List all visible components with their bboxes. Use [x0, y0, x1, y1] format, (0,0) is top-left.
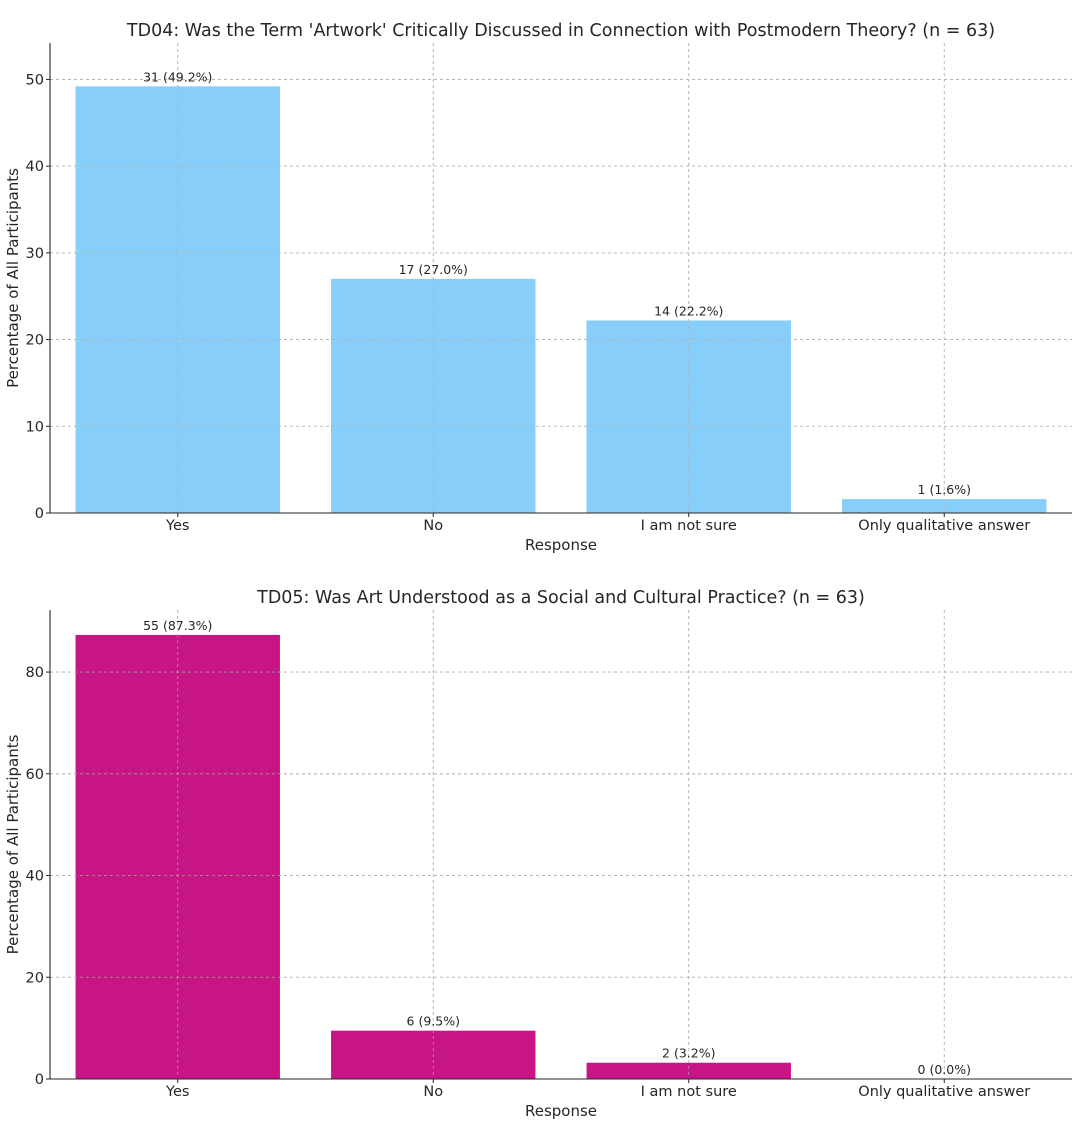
y-axis-label: Percentage of All Participants: [4, 734, 22, 954]
data-label: 14 (22.2%): [654, 303, 723, 318]
y-tick-label: 10: [26, 419, 44, 435]
data-label: 31 (49.2%): [143, 69, 212, 84]
x-tick-label: No: [423, 1084, 443, 1100]
x-tick-label: Yes: [165, 518, 189, 534]
y-tick-label: 30: [26, 246, 44, 262]
x-tick-label: I am not sure: [641, 518, 737, 534]
x-tick-label: Yes: [165, 1084, 189, 1100]
bar-i-am-not-sure: [586, 1062, 791, 1079]
chart-td05: 0 20 40 60 80 55 (87.3%) 6 (9.5%) 2 (3.2%) 0 (0.…: [4, 588, 1072, 1120]
data-label: 17 (27.0%): [399, 262, 468, 277]
chart-td04: 0 10 20 30 40 50 31 (49.2%) 17 (27.0%) 14 (22.2%…: [4, 21, 1072, 554]
y-tick-label: 40: [26, 869, 44, 885]
x-tick-label: Only qualitative answer: [858, 518, 1030, 534]
y-tick-label: 20: [26, 970, 44, 986]
data-label: 0 (0.0%): [918, 1062, 971, 1077]
y-tick-label: 60: [26, 767, 44, 783]
y-axis-label: Percentage of All Participants: [4, 168, 22, 388]
data-label: 55 (87.3%): [143, 618, 212, 633]
x-tick-label: I am not sure: [641, 1084, 737, 1100]
bar-yes: [75, 86, 280, 513]
chart-title: TD04: Was the Term 'Artwork' Critically …: [126, 21, 995, 41]
bar-no: [331, 278, 536, 513]
x-axis-label: Response: [525, 536, 597, 554]
chart-title: TD05: Was Art Understood as a Social and…: [256, 588, 865, 608]
y-tick-label: 80: [26, 665, 44, 681]
y-tick-label: 50: [26, 72, 44, 88]
y-tick-label: 0: [35, 1072, 44, 1088]
data-label: 6 (9.5%): [407, 1014, 460, 1029]
y-tick-label: 0: [35, 506, 44, 522]
x-tick-label: Only qualitative answer: [858, 1084, 1030, 1100]
x-axis-label: Response: [525, 1102, 597, 1120]
data-label: 1 (1.6%): [918, 482, 971, 497]
y-tick-label: 20: [26, 333, 44, 349]
data-label: 2 (3.2%): [662, 1046, 715, 1061]
x-tick-label: No: [423, 518, 443, 534]
y-tick-label: 40: [26, 159, 44, 175]
